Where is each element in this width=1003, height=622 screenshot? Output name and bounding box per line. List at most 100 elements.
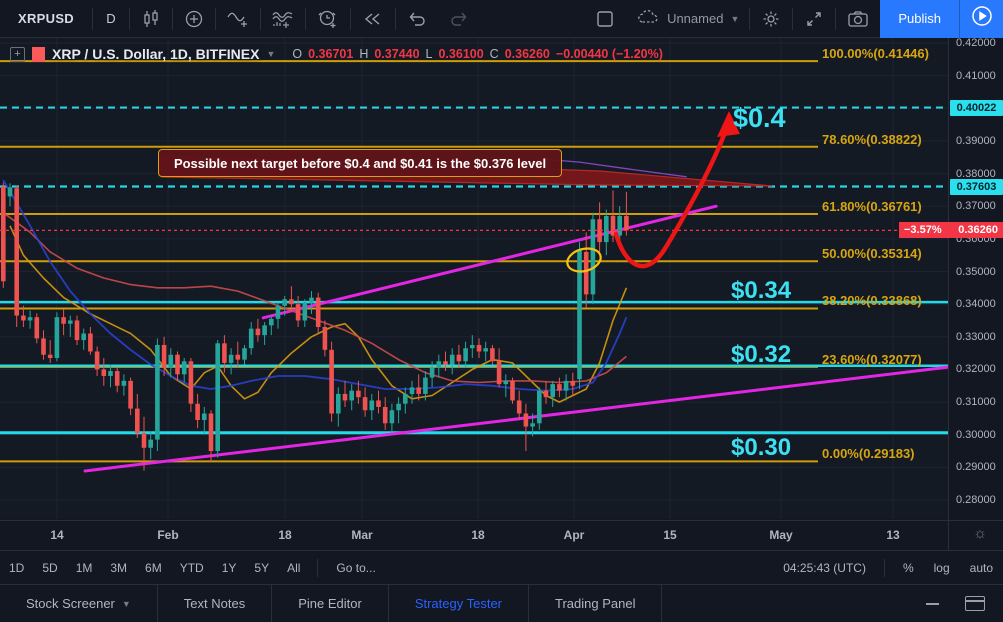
bottom-toolbar-right: 04:25:43 (UTC) % log auto — [773, 558, 1003, 577]
time-tick: 18 — [471, 528, 485, 542]
alert-button[interactable] — [306, 0, 350, 38]
bottom-toolbar: 1D 5D 1M 3M 6M YTD 1Y 5Y All Go to... 04:25:43 (… — [0, 550, 1003, 584]
indicators-button[interactable] — [216, 0, 260, 38]
chart-legend: + XRP / U.S. Dollar, 1D, BITFINEX ▼ O 0.3… — [10, 46, 663, 62]
price-tick: 0.42000 — [956, 37, 996, 49]
price-tick: 0.31000 — [956, 396, 996, 409]
redo-button[interactable] — [438, 0, 480, 38]
range-button-1y[interactable]: 1Y — [221, 560, 237, 575]
fib-level-label: 0.00%(0.29183) — [822, 446, 915, 462]
toolbar-separator — [128, 7, 130, 30]
tab-text-notes[interactable]: Text Notes — [158, 584, 273, 622]
compare-plus-icon — [183, 8, 205, 30]
fib-level-label: 50.00%(0.35314) — [822, 246, 922, 262]
chart-properties-button[interactable] — [750, 0, 792, 38]
select-layout-button[interactable] — [584, 0, 626, 38]
toolbar-separator — [792, 7, 794, 30]
goto-date-button[interactable]: Go to... — [336, 560, 376, 575]
price-tick: 0.29000 — [956, 461, 996, 474]
alert-price-tag: 0.37603 — [950, 178, 1003, 195]
replay-button[interactable] — [351, 0, 395, 38]
top-toolbar: XRPUSD D Unnamed ▼ — [0, 0, 1003, 38]
undo-icon — [406, 8, 428, 30]
cloud-icon — [636, 7, 660, 30]
toolbar-separator — [883, 558, 885, 577]
range-button-3m[interactable]: 3M — [110, 560, 128, 575]
time-tick: May — [769, 528, 793, 542]
range-button-5d[interactable]: 5D — [42, 560, 58, 575]
price-target-label: $0.34 — [731, 277, 792, 304]
toolbar-separator — [91, 7, 93, 30]
top-toolbar-right: Unnamed ▼ Publish — [584, 0, 1003, 38]
scale-button-log[interactable]: log — [933, 560, 950, 575]
toolbar-separator — [394, 7, 396, 30]
redo-icon — [448, 8, 470, 30]
clock-utc[interactable]: 04:25:43 (UTC) — [783, 560, 866, 575]
layout-square-icon — [594, 8, 616, 30]
high-value: 0.37440 — [374, 47, 420, 61]
tab-trading-panel[interactable]: Trading Panel — [529, 584, 663, 622]
tab-pine-editor[interactable]: Pine Editor — [272, 584, 389, 622]
toolbar-separator — [749, 7, 751, 30]
compare-button[interactable] — [173, 0, 215, 38]
minimize-panel-icon[interactable] — [926, 602, 939, 605]
footer-right-icons — [926, 596, 1003, 611]
range-button-ytd[interactable]: YTD — [179, 560, 204, 575]
price-target-label: $0.4 — [733, 103, 786, 133]
toggle-panel-icon[interactable] — [965, 596, 985, 611]
camera-icon — [846, 8, 870, 30]
open-value: 0.36701 — [308, 47, 354, 61]
timezone-settings-icon[interactable]: ☼ — [973, 525, 987, 542]
range-button-5y[interactable]: 5Y — [254, 560, 270, 575]
fullscreen-button[interactable] — [793, 0, 835, 38]
interval-button[interactable]: D — [106, 11, 116, 26]
range-button-6m[interactable]: 6M — [145, 560, 162, 575]
play-idea-button[interactable] — [959, 0, 1003, 38]
range-button-1m[interactable]: 1M — [75, 560, 93, 575]
alert-price-tag: 0.40022 — [950, 99, 1003, 116]
tab-strategy-tester[interactable]: Strategy Tester — [389, 584, 530, 622]
templates-button[interactable] — [261, 0, 305, 38]
chevron-down-icon[interactable]: ▼ — [266, 49, 276, 59]
low-label: L — [425, 47, 433, 61]
price-tick: 0.32000 — [956, 363, 996, 376]
price-target-label: $0.30 — [731, 434, 792, 461]
replay-rewind-icon — [361, 8, 385, 30]
undo-button[interactable] — [396, 0, 438, 38]
time-tick: Apr — [563, 528, 585, 542]
ohlc-values: O 0.36701 H 0.37440 L 0.36100 C 0.36260 −0.0… — [292, 47, 663, 61]
scale-button-auto[interactable]: auto — [969, 560, 993, 575]
chart-style-button[interactable] — [130, 0, 172, 38]
publish-button[interactable]: Publish — [880, 0, 959, 38]
price-axis[interactable]: 0.42000 0.41000 0.39000 0.38000 0.37000 0.360… — [948, 37, 1003, 520]
symbol-search-button[interactable]: XRPUSD — [18, 11, 74, 26]
play-icon — [970, 4, 994, 33]
range-button-1d[interactable]: 1D — [9, 560, 25, 575]
range-button-all[interactable]: All — [287, 560, 301, 575]
fullscreen-icon — [803, 8, 825, 30]
scale-buttons: % log auto — [893, 561, 1003, 575]
price-tick: 0.41000 — [956, 69, 996, 82]
cloud-save-button[interactable]: Unnamed ▼ — [626, 0, 749, 38]
scale-button-percent[interactable]: % — [902, 560, 914, 575]
fib-level-label: 100.00%(0.41446) — [822, 46, 929, 62]
time-tick: 15 — [663, 528, 677, 542]
toolbar-separator — [214, 7, 216, 30]
time-axis[interactable]: ☼ 14 Feb 18 Mar 18 Apr 15 May 13 — [0, 520, 1003, 551]
time-tick: Mar — [351, 528, 373, 542]
screenshot-button[interactable] — [836, 0, 880, 38]
add-symbol-icon[interactable]: + — [10, 46, 25, 62]
time-tick: Feb — [157, 528, 179, 542]
candlestick-icon — [140, 8, 162, 30]
change-value: −0.00440 (−1.20%) — [555, 47, 663, 61]
low-value: 0.36100 — [438, 47, 484, 61]
price-tick: 0.28000 — [956, 494, 996, 506]
high-label: H — [359, 47, 369, 61]
price-tick: 0.37000 — [956, 200, 996, 213]
layout-name-label: Unnamed — [667, 11, 724, 26]
annotation-note[interactable]: Possible next target before $0.4 and $0.… — [158, 149, 562, 177]
symbol-title[interactable]: XRP / U.S. Dollar, 1D, BITFINEX — [52, 46, 260, 62]
change-percent: −3.57% — [904, 224, 942, 236]
tab-stock-screener[interactable]: Stock Screener ▼ — [0, 584, 158, 622]
